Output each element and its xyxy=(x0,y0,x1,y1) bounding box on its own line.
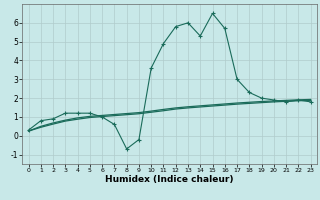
X-axis label: Humidex (Indice chaleur): Humidex (Indice chaleur) xyxy=(105,175,234,184)
